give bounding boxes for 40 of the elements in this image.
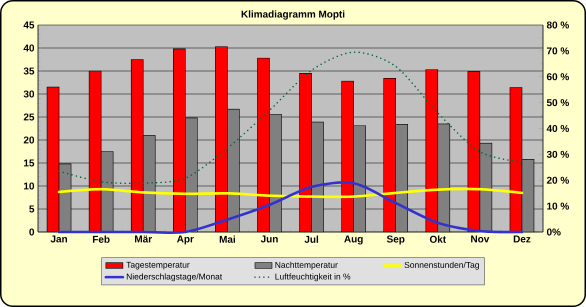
y2-tick-label: 20 % (546, 176, 569, 184)
line-series (58, 188, 524, 198)
x-tick-label: Okt (430, 236, 446, 243)
x-tick-label: Jan (50, 236, 68, 242)
y-tick-label: 15 (24, 160, 34, 166)
line-series (58, 51, 523, 184)
x-tick-label: Sep (386, 236, 404, 245)
y2-tick-label: 50 % (546, 99, 569, 106)
x-tick-label: Nov (471, 236, 490, 242)
y2-tick-label: 40 % (546, 124, 569, 132)
x-tick-label: Feb (92, 236, 110, 243)
x-tick-label: Jun (260, 236, 278, 242)
y2-tick-label: 10 % (547, 202, 569, 210)
y-tick-label: 30 (24, 90, 34, 98)
y-tick-label: 45 (24, 22, 34, 28)
line-series (58, 181, 524, 234)
x-tick-label: Apr (176, 236, 194, 244)
x-tick-label: Mär (135, 236, 152, 243)
y2-tick-label: 0% (546, 228, 561, 236)
legend-label: Tagestemperatur (126, 262, 190, 270)
legend-label: Sonnenstunden/Tag (404, 262, 479, 270)
x-tick-label: Aug (344, 236, 363, 244)
y-tick-label: 0 (29, 228, 34, 236)
y2-tick-label: 70 % (546, 47, 569, 54)
y2-tick-label: 30 % (546, 150, 569, 158)
legend-label: Nachttemperatur (275, 262, 338, 270)
y-tick-label: 25 (24, 113, 34, 121)
y-tick-label: 5 (29, 206, 34, 212)
y-tick-label: 40 (24, 44, 34, 52)
x-tick-label: Dez (514, 236, 530, 242)
y2-tick-label: 60 % (546, 73, 569, 80)
chart-title: Klimadiagramm Mopti (242, 10, 344, 20)
y2-tick-label: 80 % (546, 21, 569, 29)
y-tick-label: 10 (24, 182, 34, 190)
x-tick-label: Jul (304, 236, 318, 243)
legend-label: Niederschlagstage/Monat (126, 273, 222, 282)
x-tick-label: Mai (220, 236, 235, 243)
legend-label: Luftfeuchtigkeit in % (275, 273, 350, 282)
y-tick-label: 35 (24, 67, 34, 75)
y-tick-label: 20 (24, 136, 34, 144)
